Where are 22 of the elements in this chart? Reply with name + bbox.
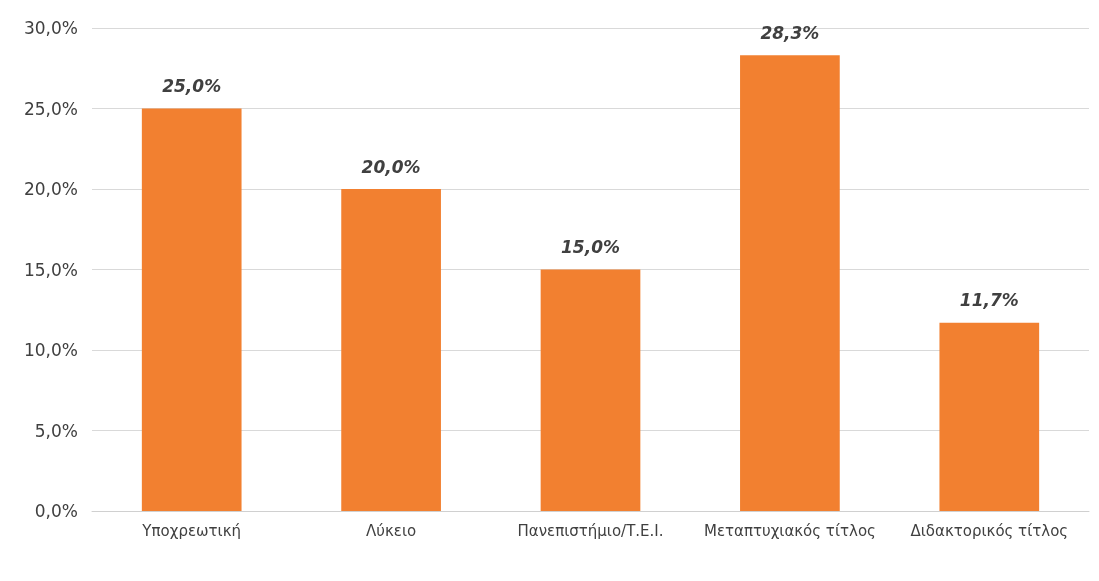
y-tick-label: 30,0% (23, 18, 78, 38)
y-tick-label: 20,0% (23, 179, 78, 199)
y-tick-label: 10,0% (23, 340, 78, 360)
bar (540, 269, 641, 511)
x-tick-label: Διδακτορικός τίτλος (910, 521, 1069, 540)
bar (141, 108, 242, 511)
bar (740, 55, 840, 511)
bar (939, 322, 1040, 511)
y-tick-label: 0,0% (34, 501, 78, 521)
y-tick-label: 5,0% (34, 420, 78, 441)
x-tick-label: Υποχρεωτική (141, 521, 242, 540)
data-label: 11,7% (959, 290, 1019, 311)
x-tick-label: Πανεπιστήμιο/Τ.Ε.Ι. (517, 521, 664, 540)
x-tick-label: Μεταπτυχιακός τίτλος (703, 521, 876, 540)
data-label: 20,0% (361, 156, 421, 177)
bar (341, 189, 441, 511)
data-label: 15,0% (561, 237, 620, 257)
y-tick-label: 15,0% (23, 259, 78, 280)
data-label: 25,0% (162, 76, 222, 96)
x-tick-label: Λύκειο (366, 521, 417, 540)
data-label: 28,3% (760, 22, 820, 43)
y-tick-label: 25,0% (23, 98, 78, 119)
